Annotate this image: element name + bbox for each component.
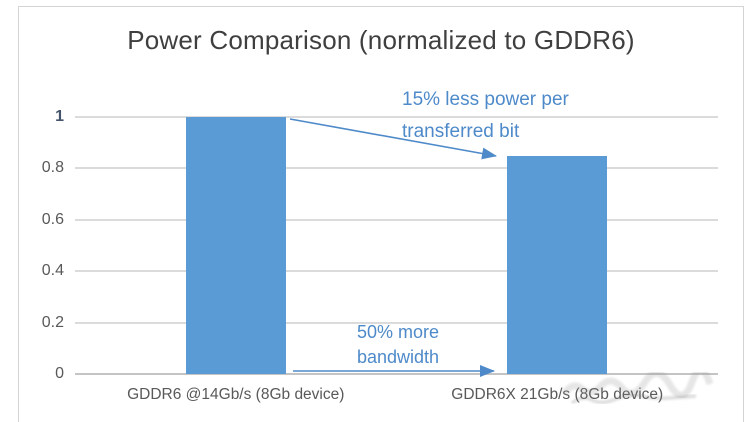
gridline (75, 321, 718, 324)
y-tick-label: 1 (55, 108, 64, 125)
x-category-label: GDDR6X 21Gb/s (8Gb device) (451, 386, 664, 403)
y-tick-label: 0.8 (41, 159, 64, 177)
annotation-more-bandwidth: 50% more bandwidth (356, 322, 440, 367)
bar-gddr6x (507, 155, 608, 374)
chart-title: Power Comparison (normalized to GDDR6) (127, 25, 635, 55)
x-axis-line (75, 373, 718, 375)
gridline (75, 167, 718, 170)
y-tick-label: 0 (55, 365, 64, 382)
annotation-less-power: 15% less power per transferred bit (402, 89, 569, 142)
x-category-label: GDDR6 @14Gb/s (8Gb device) (127, 386, 345, 403)
gridline (75, 218, 718, 221)
y-tick-label: 0.4 (41, 262, 64, 280)
plot-area (75, 116, 718, 375)
gridline (75, 270, 718, 273)
y-tick-label: 0.6 (41, 210, 64, 228)
chart-frame (18, 6, 744, 422)
gridline (75, 116, 718, 118)
y-tick-label: 0.2 (41, 313, 64, 331)
bar-gddr6 (185, 117, 286, 374)
